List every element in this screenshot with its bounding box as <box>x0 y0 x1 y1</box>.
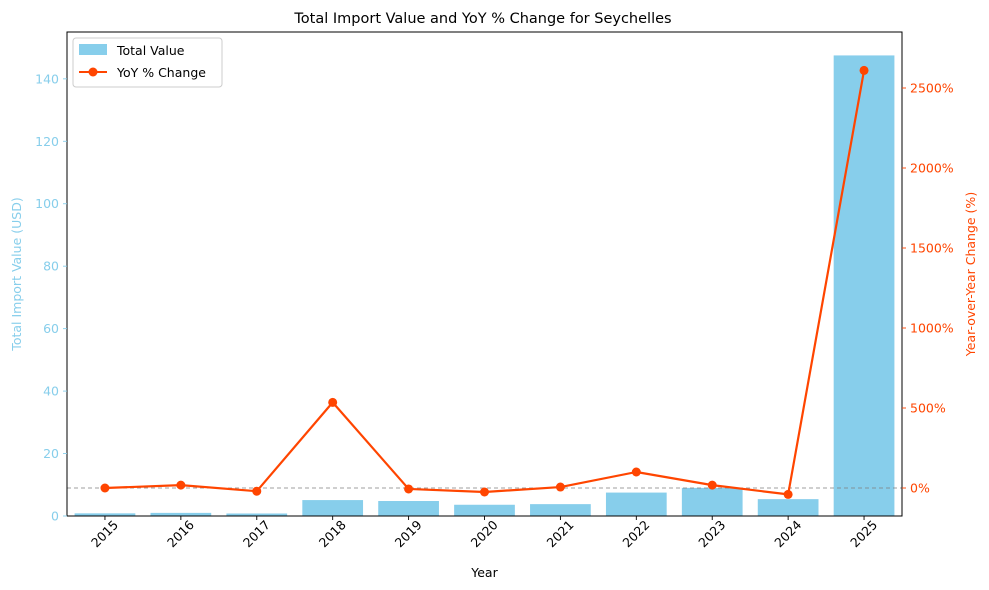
bar-2020 <box>454 504 515 516</box>
yoy-point-2024 <box>783 489 793 499</box>
y-axis-left: 0 20 40 60 80 100 120 140 <box>35 71 67 524</box>
x-tick-label-2018: 2018 <box>316 517 349 550</box>
x-tick-label-2019: 2019 <box>392 517 425 550</box>
y-left-tick-label-80: 80 <box>43 259 59 274</box>
yoy-point-2019 <box>404 484 414 494</box>
bar-2021 <box>530 504 591 516</box>
yoy-point-2020 <box>480 487 489 497</box>
chart-title: Total Import Value and YoY % Change for … <box>293 11 671 27</box>
bars-layer <box>74 55 895 517</box>
y-left-tick-label-100: 100 <box>35 196 59 211</box>
plot-frame <box>66 31 903 517</box>
bar-2024 <box>757 499 819 516</box>
yoy-line-layer <box>100 65 869 499</box>
y-right-tick-label-1500: 1500% <box>910 241 954 256</box>
y-left-tick-label-40: 40 <box>43 384 59 399</box>
y-axis-left-label: Total Import Value (USD) <box>9 197 24 351</box>
x-tick-label-2024: 2024 <box>771 517 804 550</box>
bar-2023 <box>681 487 743 516</box>
x-tick-label-2015: 2015 <box>88 517 121 550</box>
bar-2016 <box>150 512 212 516</box>
bar-2018 <box>302 500 364 516</box>
x-tick-label-2023: 2023 <box>695 517 728 550</box>
legend-bar-swatch <box>79 44 107 55</box>
x-tick-label-2020: 2020 <box>468 517 501 550</box>
y-right-tick-label-0: 0% <box>910 481 930 496</box>
y-right-tick-label-2500: 2500% <box>910 81 954 96</box>
x-axis: 2015 2016 2017 2018 2019 2020 2021 2022 2023 2024… <box>88 516 880 550</box>
yoy-series-line <box>104 70 866 496</box>
yoy-point-2018 <box>328 397 338 407</box>
y-axis-right: 0% 500% 1000% 1500% 2000% 2500% <box>902 81 954 496</box>
y-right-tick-label-2000: 2000% <box>910 161 954 176</box>
bar-2017 <box>226 513 288 516</box>
x-tick-label-2022: 2022 <box>619 517 652 550</box>
x-axis-label: Year <box>470 565 498 580</box>
yoy-point-2022 <box>631 467 641 477</box>
legend: Total Value YoY % Change <box>72 37 223 88</box>
legend-box <box>72 37 223 88</box>
y-left-tick-label-0: 0 <box>51 509 59 524</box>
legend-label-yoy-change: YoY % Change <box>116 65 206 80</box>
x-tick-label-2017: 2017 <box>240 517 273 550</box>
yoy-point-2025 <box>859 65 869 75</box>
x-tick-label-2021: 2021 <box>544 517 577 550</box>
y-left-tick-label-20: 20 <box>43 446 59 461</box>
bar-2019 <box>378 501 439 516</box>
y-left-tick-label-140: 140 <box>35 71 59 86</box>
bar-2015 <box>74 513 136 516</box>
legend-label-total-value: Total Value <box>116 43 185 58</box>
x-tick-label-2016: 2016 <box>164 517 197 550</box>
y-right-tick-label-1000: 1000% <box>910 321 954 336</box>
y-axis-right-label: Year-over-Year Change (%) <box>963 192 978 357</box>
yoy-point-2016 <box>176 480 186 490</box>
bar-2022 <box>605 492 667 516</box>
yoy-point-2023 <box>707 480 717 490</box>
x-tick-label-2025: 2025 <box>847 517 880 550</box>
y-left-tick-label-120: 120 <box>35 134 59 149</box>
y-left-tick-label-60: 60 <box>43 321 59 336</box>
y-right-tick-label-500: 500% <box>910 401 946 416</box>
bar-2025 <box>833 55 895 517</box>
plot-area <box>66 31 903 517</box>
legend-line-marker <box>88 67 98 77</box>
yoy-point-2021 <box>555 482 565 492</box>
yoy-point-2017 <box>252 486 262 496</box>
yoy-point-2015 <box>100 483 110 493</box>
